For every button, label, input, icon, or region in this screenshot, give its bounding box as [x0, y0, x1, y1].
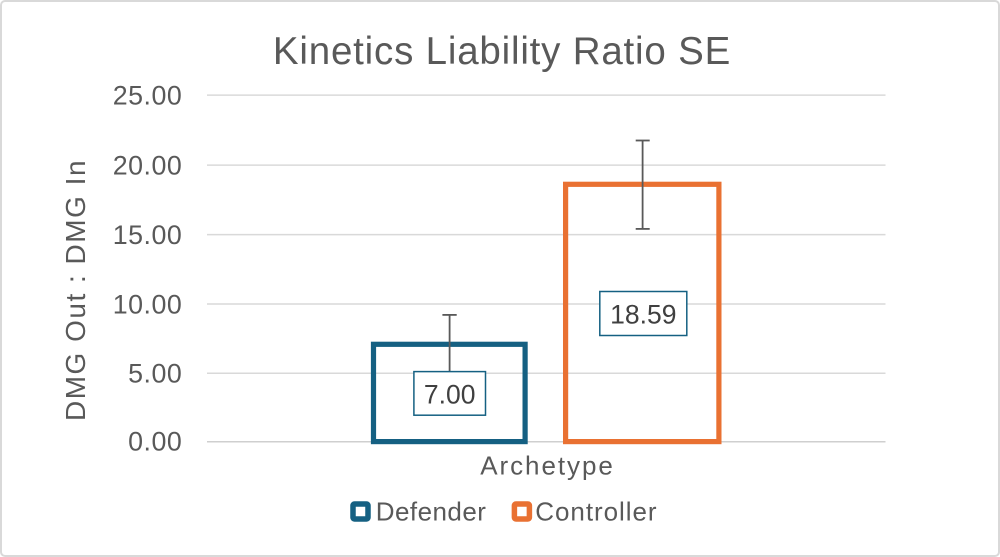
svg-text:15.00: 15.00: [113, 220, 183, 250]
svg-text:DMG Out : DMG In: DMG Out : DMG In: [60, 159, 91, 421]
svg-text:20.00: 20.00: [113, 151, 183, 181]
svg-text:25.00: 25.00: [113, 81, 183, 111]
svg-text:7.00: 7.00: [424, 380, 476, 410]
svg-text:Controller: Controller: [535, 497, 657, 527]
svg-text:Kinetics Liability Ratio SE: Kinetics Liability Ratio SE: [273, 30, 731, 73]
svg-text:Archetype: Archetype: [480, 451, 615, 481]
svg-text:10.00: 10.00: [113, 290, 183, 320]
svg-text:18.59: 18.59: [610, 300, 676, 330]
svg-text:Defender: Defender: [376, 497, 487, 527]
svg-text:5.00: 5.00: [128, 359, 182, 389]
svg-text:0.00: 0.00: [128, 427, 182, 457]
